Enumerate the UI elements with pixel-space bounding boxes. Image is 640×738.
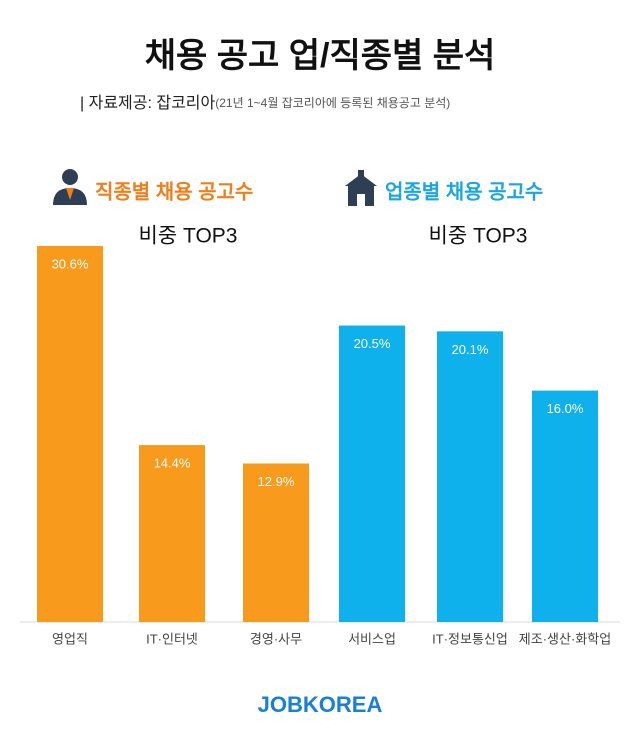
bar	[37, 246, 103, 622]
bar	[532, 390, 598, 622]
person-icon	[53, 169, 87, 205]
category-label: 경영·사무	[250, 631, 302, 646]
bar	[139, 445, 205, 622]
value-label: 16.0%	[547, 401, 584, 416]
building-icon	[345, 170, 377, 206]
title: 채용 공고 업/직종별 분석	[145, 37, 496, 75]
brand: JOBKOREA	[258, 692, 383, 717]
bar	[437, 331, 503, 622]
chart-subtitle: 비중 TOP3	[139, 225, 238, 248]
value-label: 12.9%	[258, 474, 295, 489]
chart-subtitle: 비중 TOP3	[429, 225, 528, 248]
source: | 자료제공: 잡코리아(21년 1~4월 잡코리아에 등록된 채용공고 분석)	[80, 94, 450, 112]
chart-title: 직종별 채용 공고수	[95, 180, 253, 203]
bar	[243, 463, 309, 622]
chart-title: 업종별 채용 공고수	[385, 180, 543, 203]
bar	[339, 325, 405, 622]
category-label: IT·인터넷	[146, 631, 198, 646]
value-label: 20.5%	[354, 336, 391, 351]
source-note: (21년 1~4월 잡코리아에 등록된 채용공고 분석)	[215, 96, 450, 110]
source-label: | 자료제공: 잡코리아	[80, 94, 216, 112]
category-label: 서비스업	[348, 631, 396, 646]
value-label: 14.4%	[154, 455, 191, 470]
category-label: 영업직	[52, 631, 88, 646]
category-label: 제조·생산·화학업	[519, 631, 611, 646]
value-label: 30.6%	[52, 256, 89, 271]
category-label: IT·정보통신업	[432, 631, 508, 646]
value-label: 20.1%	[452, 342, 489, 357]
